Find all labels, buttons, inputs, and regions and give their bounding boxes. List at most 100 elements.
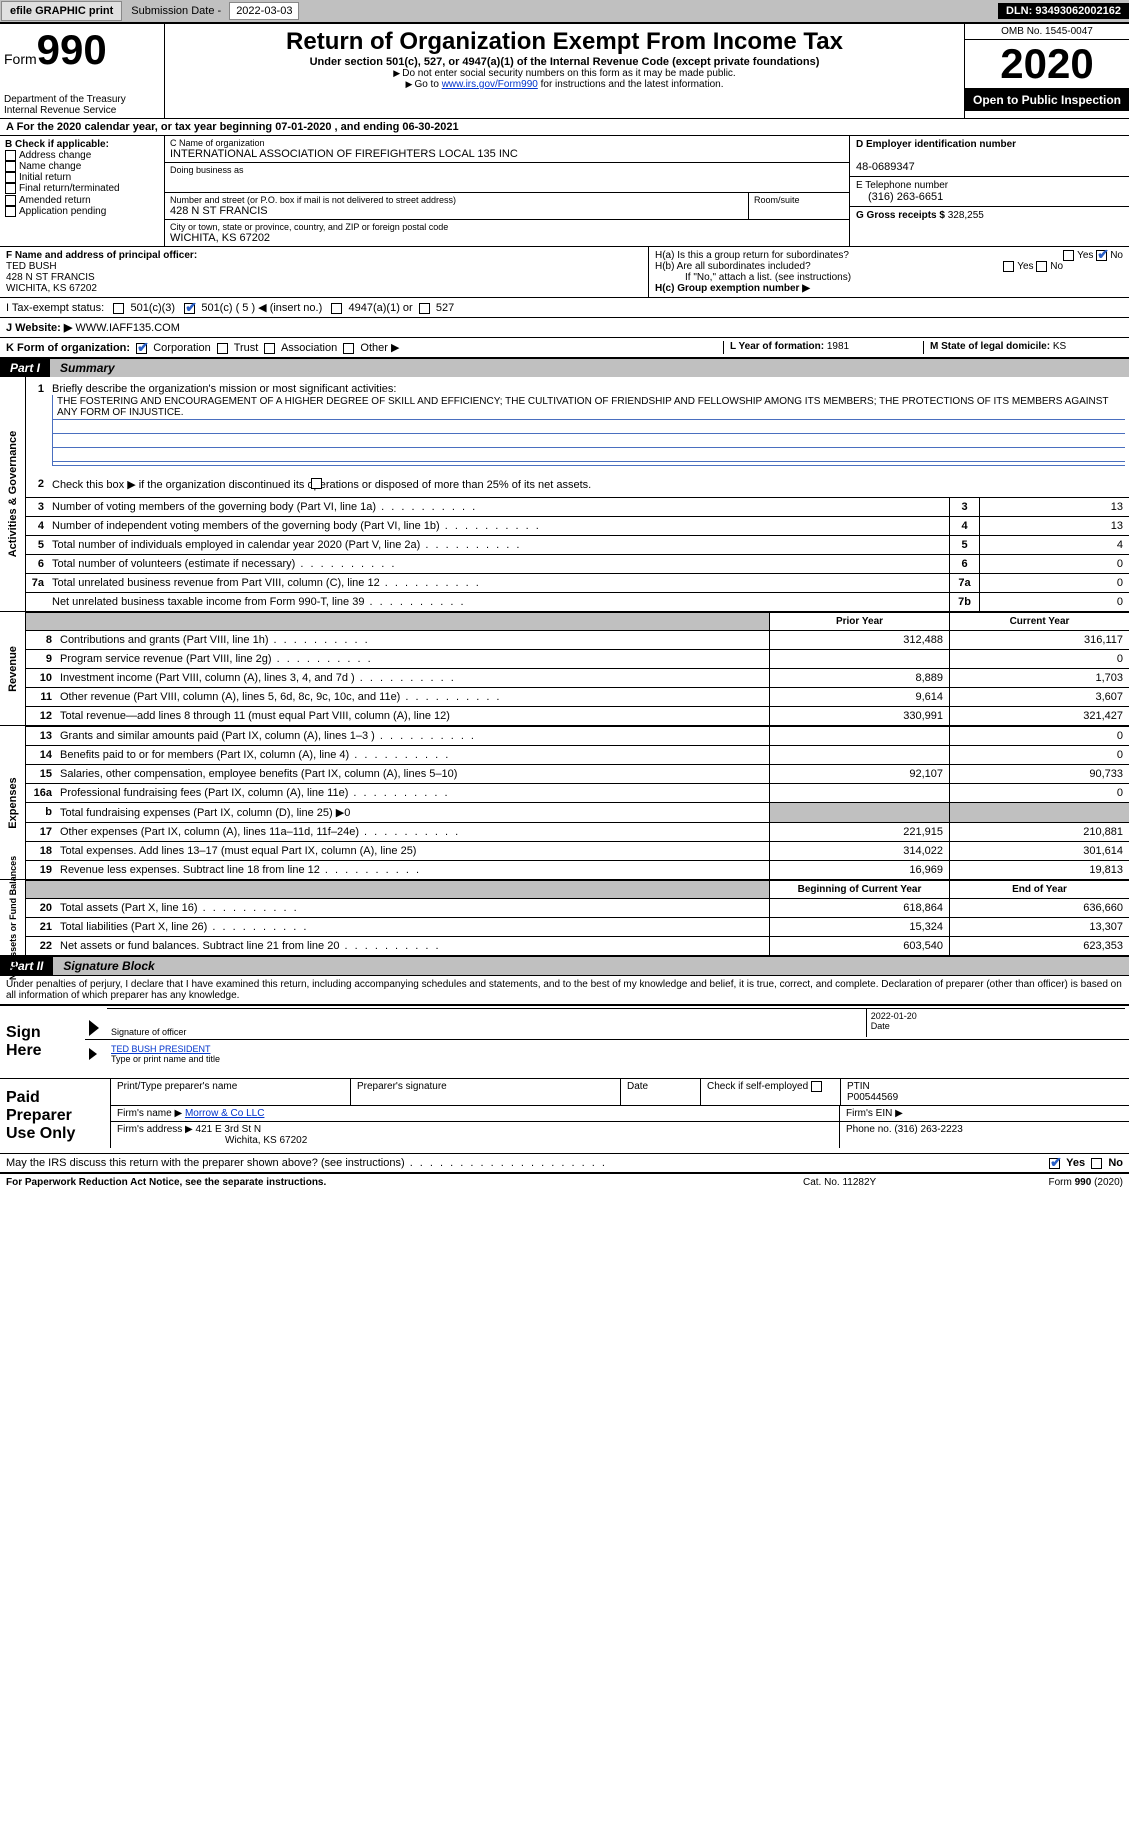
dept-treasury: Department of the Treasury <box>4 94 160 105</box>
name-title-label: Type or print name and title <box>111 1054 220 1064</box>
signature-arrow-icon <box>89 1020 99 1036</box>
ha-no-checkbox[interactable] <box>1096 250 1107 261</box>
r11-current: 3,607 <box>949 688 1129 706</box>
signature-block: Sign Here Signature of officer 2022-01-2… <box>0 1004 1129 1078</box>
sign-here-label: Sign Here <box>0 1006 85 1078</box>
city-label: City or town, state or province, country… <box>170 222 844 232</box>
527-checkbox[interactable] <box>419 303 430 314</box>
ssn-note: Do not enter social security numbers on … <box>169 68 960 79</box>
hb-yes-checkbox[interactable] <box>1003 261 1014 272</box>
website-value: WWW.IAFF135.COM <box>75 322 180 334</box>
room-label: Room/suite <box>754 195 844 205</box>
governance-tab: Activities & Governance <box>7 431 19 558</box>
org-name-value: INTERNATIONAL ASSOCIATION OF FIREFIGHTER… <box>170 148 518 160</box>
city-value: WICHITA, KS 67202 <box>170 232 270 244</box>
q2-text: Check this box ▶ if the organization dis… <box>48 475 1129 494</box>
r9-current: 0 <box>949 650 1129 668</box>
prior-year-header: Prior Year <box>769 613 949 630</box>
governance-section: Activities & Governance 1 Briefly descri… <box>0 377 1129 611</box>
open-public-badge: Open to Public Inspection <box>965 89 1129 111</box>
paperwork-notice: For Paperwork Reduction Act Notice, see … <box>6 1177 326 1188</box>
officer-label: F Name and address of principal officer: <box>6 250 197 261</box>
top-toolbar: efile GRAPHIC print Submission Date - 20… <box>0 0 1129 22</box>
self-employed-checkbox[interactable] <box>811 1081 822 1092</box>
ha-yes-checkbox[interactable] <box>1063 250 1074 261</box>
year-formation: 1981 <box>827 341 849 352</box>
form-org-label: K Form of organization: <box>6 342 130 354</box>
r5-value: 4 <box>979 536 1129 554</box>
dln-value: DLN: 93493062002162 <box>998 3 1129 19</box>
r3-value: 13 <box>979 498 1129 516</box>
r12-prior: 330,991 <box>769 707 949 725</box>
amended-return-checkbox[interactable] <box>5 195 16 206</box>
other-checkbox[interactable] <box>343 343 354 354</box>
tax-year-line: A For the 2020 calendar year, or tax yea… <box>0 118 1129 135</box>
discuss-yes-checkbox[interactable] <box>1049 1158 1060 1169</box>
trust-checkbox[interactable] <box>217 343 228 354</box>
officer-group-row: F Name and address of principal officer:… <box>0 246 1129 297</box>
officer-addr2: WICHITA, KS 67202 <box>6 283 97 294</box>
part1-header: Part I Summary <box>0 357 1129 377</box>
dba-label: Doing business as <box>170 165 844 175</box>
q2-checkbox[interactable] <box>311 478 322 489</box>
website-label: J Website: ▶ <box>6 322 72 334</box>
r10-prior: 8,889 <box>769 669 949 687</box>
irs-label: Internal Revenue Service <box>4 105 160 116</box>
final-return-checkbox[interactable] <box>5 183 16 194</box>
discuss-row: May the IRS discuss this return with the… <box>0 1153 1129 1172</box>
discuss-no-checkbox[interactable] <box>1091 1158 1102 1169</box>
firm-addr-label: Firm's address ▶ <box>117 1124 193 1135</box>
revenue-section: Revenue Prior YearCurrent Year 8Contribu… <box>0 611 1129 725</box>
address-change-checkbox[interactable] <box>5 150 16 161</box>
r16a-current: 0 <box>949 784 1129 802</box>
501c3-checkbox[interactable] <box>113 303 124 314</box>
firm-addr: 421 E 3rd St N <box>196 1124 262 1135</box>
sig-officer-label: Signature of officer <box>111 1027 186 1037</box>
r17-current: 210,881 <box>949 823 1129 841</box>
application-pending-checkbox[interactable] <box>5 206 16 217</box>
net-assets-tab: Net Assets or Fund Balances <box>8 855 18 979</box>
end-year-header: End of Year <box>949 881 1129 898</box>
submission-date-value: 2022-03-03 <box>229 2 299 20</box>
form-number: Form990 <box>4 26 160 74</box>
form990-url-link[interactable]: www.irs.gov/Form990 <box>442 79 538 90</box>
firm-name-label: Firm's name ▶ <box>117 1108 182 1119</box>
r17-prior: 221,915 <box>769 823 949 841</box>
initial-return-checkbox[interactable] <box>5 172 16 183</box>
preparer-title: Paid Preparer Use Only <box>0 1079 110 1153</box>
phone-value: (316) 263-6651 <box>868 191 943 203</box>
form-footer: Form 990 (2020) <box>963 1177 1123 1188</box>
signature-intro: Under penalties of perjury, I declare th… <box>0 975 1129 1004</box>
ein-label: D Employer identification number <box>856 139 1016 150</box>
firm-name-link[interactable]: Morrow & Co LLC <box>185 1108 264 1119</box>
beg-year-header: Beginning of Current Year <box>769 881 949 898</box>
r22-beg: 603,540 <box>769 937 949 955</box>
net-assets-section: Net Assets or Fund Balances Beginning of… <box>0 879 1129 955</box>
officer-name: TED BUSH <box>6 261 57 272</box>
prep-sig-label: Preparer's signature <box>350 1079 620 1105</box>
mission-label: Briefly describe the organization's miss… <box>52 383 396 395</box>
corp-checkbox[interactable] <box>136 343 147 354</box>
r11-prior: 9,614 <box>769 688 949 706</box>
r20-end: 636,660 <box>949 899 1129 917</box>
hb-no-checkbox[interactable] <box>1036 261 1047 272</box>
efile-print-button[interactable]: efile GRAPHIC print <box>1 1 122 21</box>
officer-addr1: 428 N ST FRANCIS <box>6 272 95 283</box>
ptin-value: P00544569 <box>847 1092 898 1103</box>
name-change-checkbox[interactable] <box>5 161 16 172</box>
prep-date-label: Date <box>620 1079 700 1105</box>
officer-name-link[interactable]: TED BUSH PRESIDENT <box>111 1044 211 1054</box>
prep-name-label: Print/Type preparer's name <box>110 1079 350 1105</box>
ein-value: 48-0689347 <box>856 161 915 173</box>
r19-prior: 16,969 <box>769 861 949 879</box>
r19-current: 19,813 <box>949 861 1129 879</box>
hb-label: H(b) Are all subordinates included? <box>655 261 811 272</box>
4947-checkbox[interactable] <box>331 303 342 314</box>
r7a-value: 0 <box>979 574 1129 592</box>
501c-checkbox[interactable] <box>184 303 195 314</box>
assoc-checkbox[interactable] <box>264 343 275 354</box>
name-arrow-icon <box>89 1048 97 1060</box>
tax-status-row: I Tax-exempt status: 501(c)(3) 501(c) ( … <box>0 297 1129 317</box>
r8-prior: 312,488 <box>769 631 949 649</box>
entity-info-grid: B Check if applicable: Address change Na… <box>0 135 1129 246</box>
